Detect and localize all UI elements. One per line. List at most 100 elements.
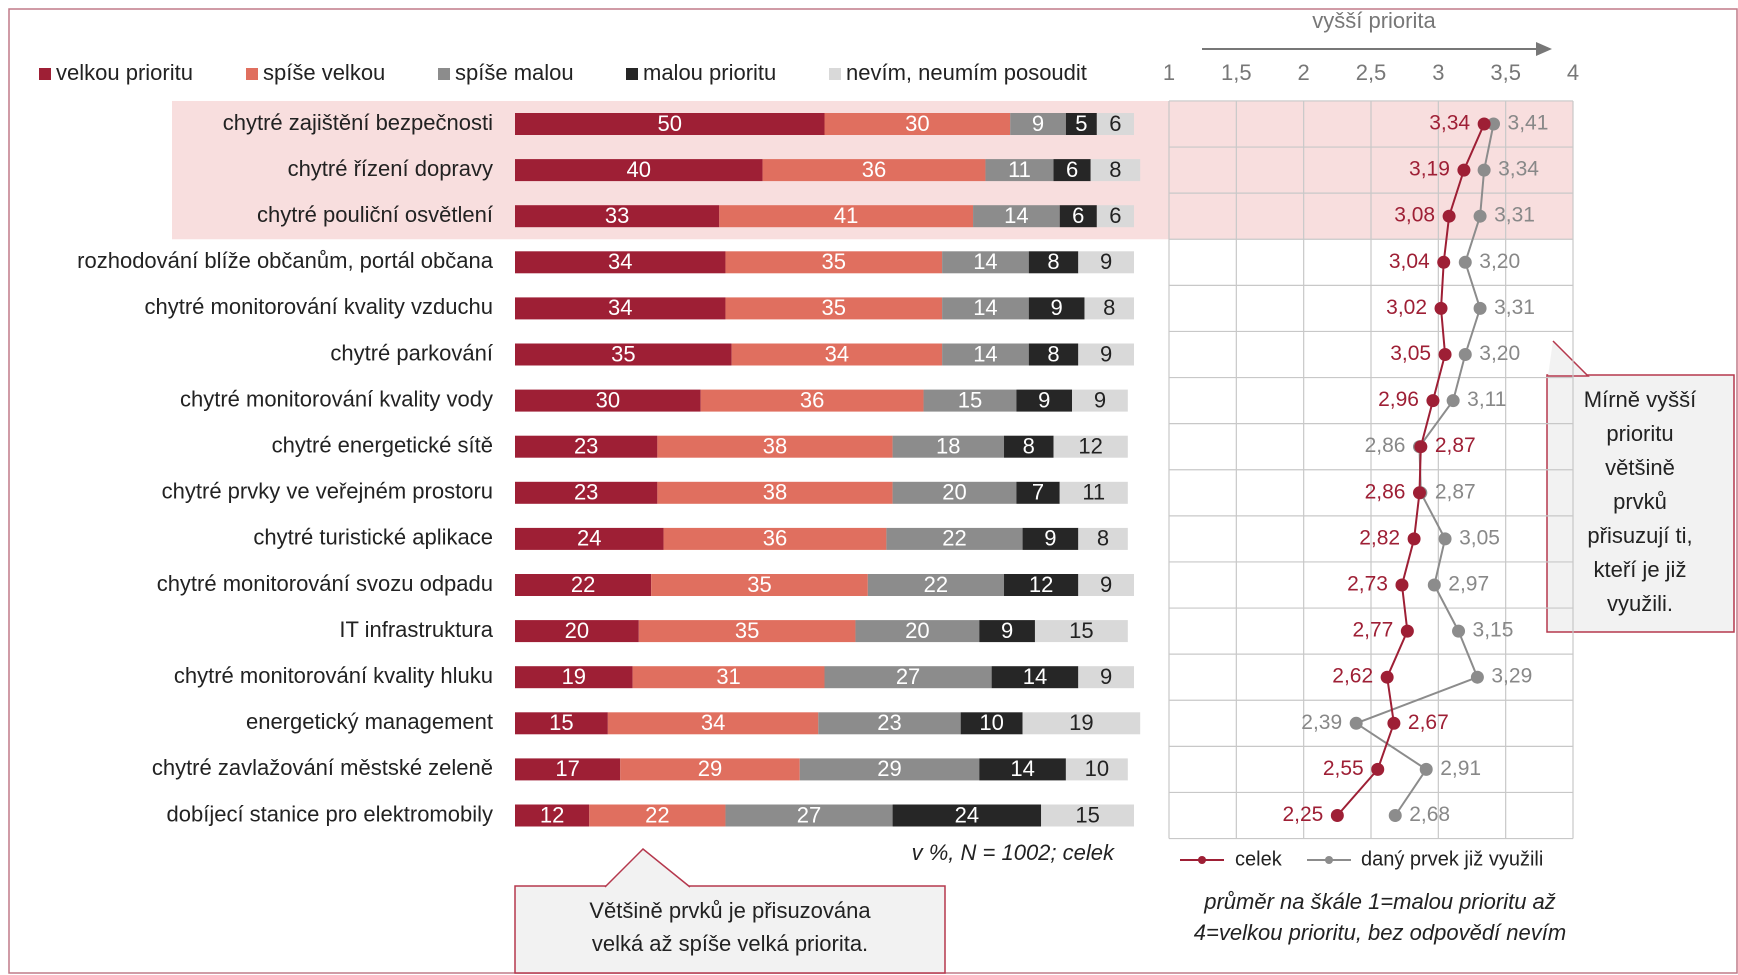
value-label: 2,96 bbox=[1378, 388, 1419, 411]
bar-segment bbox=[725, 804, 893, 827]
category-label: chytré zavlažování městské zeleně bbox=[152, 755, 493, 780]
value-label: 3,08 bbox=[1394, 204, 1435, 227]
bar-segment bbox=[1096, 113, 1134, 135]
category-label: chytré řízení dopravy bbox=[288, 156, 493, 181]
arrow-head bbox=[1536, 42, 1552, 56]
legend-dot bbox=[1198, 856, 1206, 864]
series-dot bbox=[1473, 209, 1487, 223]
bar-segment bbox=[1096, 205, 1134, 228]
callout-pointer bbox=[1548, 340, 1590, 377]
bar-segment bbox=[657, 481, 893, 504]
bar-value-label: 12 bbox=[1029, 572, 1053, 597]
bar-value-label: 19 bbox=[1069, 710, 1093, 735]
bar-value-label: 36 bbox=[800, 387, 824, 412]
bar-segment bbox=[1041, 804, 1134, 827]
value-label: 2,86 bbox=[1365, 434, 1406, 457]
bar-value-label: 40 bbox=[627, 157, 651, 182]
bar-value-label: 50 bbox=[658, 111, 682, 136]
callout-box bbox=[1546, 374, 1735, 633]
bar-value-label: 35 bbox=[822, 249, 846, 274]
bar-value-label: 36 bbox=[862, 157, 886, 182]
category-label: chytré zajištění bezpečnosti bbox=[223, 110, 493, 135]
legend-label: nevím, neumím posoudit bbox=[846, 60, 1087, 85]
category-label: dobíjecí stanice pro elektromobily bbox=[167, 801, 494, 826]
bar-segment bbox=[1059, 481, 1128, 504]
bar-segment bbox=[700, 389, 924, 412]
bar-segment bbox=[719, 205, 974, 228]
bar-segment bbox=[1028, 297, 1085, 320]
value-label: 3,04 bbox=[1389, 250, 1430, 273]
bar-segment bbox=[886, 527, 1023, 550]
series-dot bbox=[1446, 394, 1460, 408]
bar-value-label: 23 bbox=[574, 480, 598, 505]
value-label: 3,34 bbox=[1429, 112, 1470, 135]
value-label: 3,31 bbox=[1494, 204, 1535, 227]
value-label: 3,02 bbox=[1386, 296, 1427, 319]
bar-value-label: 9 bbox=[1044, 526, 1056, 551]
series-dot bbox=[1395, 578, 1409, 592]
series-dot bbox=[1330, 809, 1344, 822]
bar-segment bbox=[515, 758, 621, 781]
bar-segment bbox=[942, 343, 1029, 366]
bar-value-label: 41 bbox=[834, 203, 858, 228]
bar-value-label: 20 bbox=[565, 618, 589, 643]
category-label: energetický management bbox=[246, 709, 493, 734]
bar-segment bbox=[1078, 251, 1134, 274]
bar-value-label: 30 bbox=[596, 387, 620, 412]
bar-segment bbox=[1078, 666, 1134, 689]
bar-value-label: 14 bbox=[973, 249, 997, 274]
bar-value-label: 11 bbox=[1082, 480, 1105, 505]
footnote: průměr na škále 1=malou prioritu až bbox=[1203, 889, 1556, 914]
series-dot bbox=[1380, 670, 1394, 684]
callout-text: Většině prvků je přisuzována bbox=[589, 898, 871, 923]
legend-label: daný prvek již využili bbox=[1361, 848, 1543, 870]
bar-value-label: 27 bbox=[797, 802, 821, 827]
series-dot bbox=[1438, 532, 1452, 546]
series-dot bbox=[1426, 394, 1440, 408]
bar-value-label: 22 bbox=[942, 526, 966, 551]
value-label: 2,25 bbox=[1282, 803, 1323, 826]
bar-segment bbox=[762, 159, 986, 182]
bar-value-label: 35 bbox=[822, 295, 846, 320]
series-dot bbox=[1442, 209, 1456, 223]
bar-segment bbox=[1022, 527, 1079, 550]
bar-segment bbox=[1065, 113, 1097, 135]
bar-value-label: 18 bbox=[936, 434, 960, 459]
bar-value-label: 22 bbox=[924, 572, 948, 597]
bar-value-label: 38 bbox=[763, 434, 787, 459]
bar-segment bbox=[620, 758, 800, 781]
bar-value-label: 35 bbox=[611, 341, 635, 366]
bar-segment bbox=[985, 159, 1054, 182]
legend-swatch bbox=[438, 68, 450, 80]
bar-value-label: 14 bbox=[1004, 203, 1028, 228]
x-tick-label: 3 bbox=[1432, 60, 1444, 85]
series-dot bbox=[1477, 163, 1491, 177]
value-label: 2,68 bbox=[1409, 803, 1450, 826]
bar-segment bbox=[515, 481, 658, 504]
value-label: 3,29 bbox=[1491, 665, 1532, 688]
value-label: 3,05 bbox=[1390, 342, 1431, 365]
legend-label: celek bbox=[1235, 848, 1283, 870]
value-label: 2,91 bbox=[1440, 757, 1481, 780]
bar-value-label: 29 bbox=[877, 756, 901, 781]
bar-segment bbox=[589, 804, 726, 827]
series-dot bbox=[1434, 301, 1448, 315]
bar-segment bbox=[515, 251, 726, 274]
value-label: 2,82 bbox=[1359, 526, 1400, 549]
bar-segment bbox=[942, 251, 1029, 274]
value-label: 3,19 bbox=[1409, 158, 1450, 181]
series-dot bbox=[1371, 762, 1385, 776]
bar-value-label: 8 bbox=[1047, 249, 1059, 274]
bar-value-label: 8 bbox=[1109, 157, 1121, 182]
bar-value-label: 9 bbox=[1100, 249, 1112, 274]
bar-segment bbox=[818, 712, 961, 735]
legend-swatch bbox=[39, 68, 51, 80]
bar-value-label: 7 bbox=[1032, 480, 1044, 505]
bar-value-label: 11 bbox=[1008, 157, 1031, 182]
value-label: 3,20 bbox=[1479, 250, 1520, 273]
bar-segment bbox=[799, 758, 980, 781]
category-label: chytré energetické sítě bbox=[272, 433, 493, 458]
bar-value-label: 35 bbox=[735, 618, 759, 643]
bar-segment bbox=[725, 297, 943, 320]
bar-value-label: 15 bbox=[1075, 802, 1099, 827]
